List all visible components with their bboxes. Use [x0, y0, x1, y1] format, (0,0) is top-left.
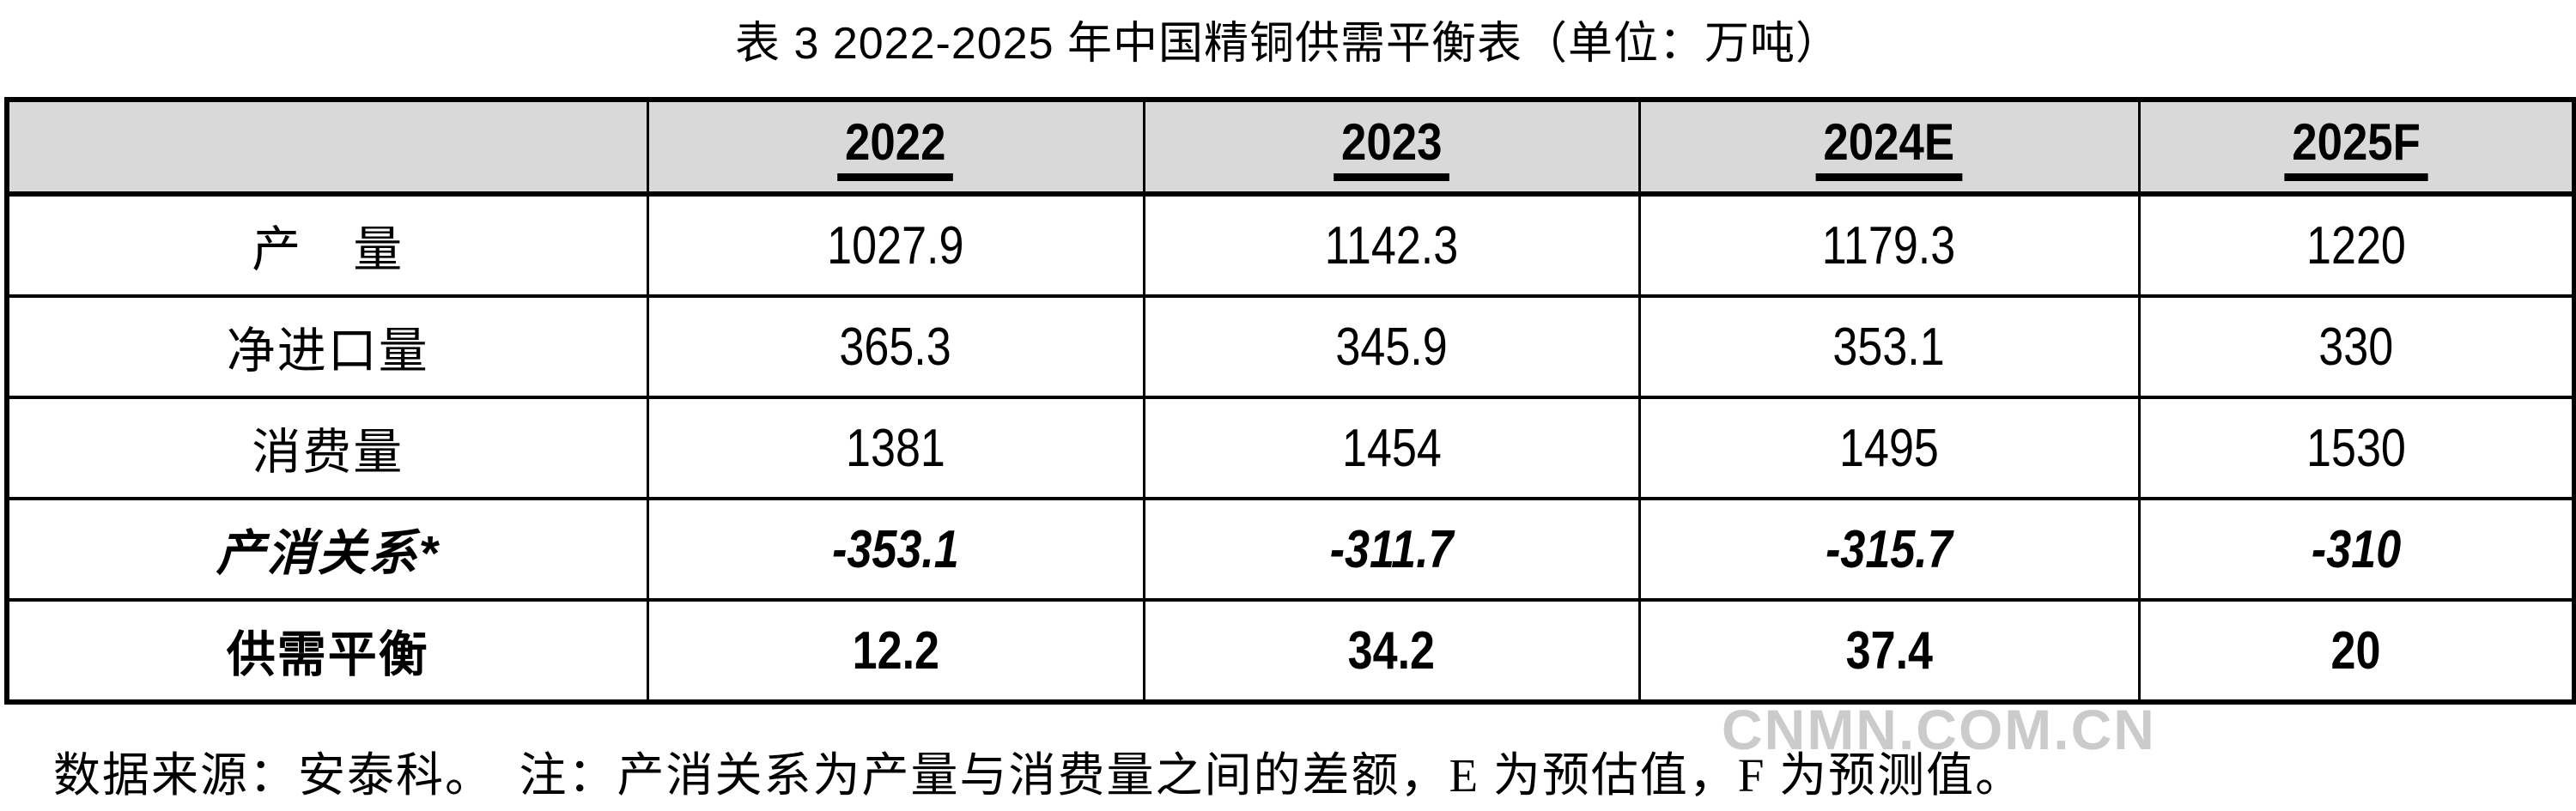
table-row-production-consumption-gap: 产消关系* -353.1 -311.7 -315.7 -310: [5, 497, 2576, 602]
cell-gap-2023: -311.7: [1142, 497, 1641, 602]
table-row-supply-demand-balance: 供需平衡 12.2 34.2 37.4 20: [5, 598, 2576, 704]
table-row-net-imports: 净进口量 365.3 345.9 353.1 330: [5, 294, 2576, 399]
source-note: 数据来源：安泰科。 注：产消关系为产量与消费量之间的差额，E 为预估值，F 为预…: [53, 749, 2025, 802]
cell-balance-2022: 12.2: [646, 598, 1145, 704]
cell-production-2025f: 1220: [2137, 192, 2576, 298]
value: 1530: [2306, 418, 2406, 478]
cell-production-2024e: 1179.3: [1637, 192, 2141, 298]
year-label-2022: 2022: [837, 113, 954, 181]
value: 365.3: [839, 317, 952, 377]
value: 330: [2318, 317, 2394, 377]
value: 12.2: [852, 620, 939, 681]
value: 1495: [1839, 418, 1939, 478]
cell-balance-2025f: 20: [2137, 598, 2576, 704]
cell-gap-2025f: -310: [2137, 497, 2576, 602]
value: 37.4: [1845, 620, 1933, 681]
cell-gap-2024e: -315.7: [1637, 497, 2141, 602]
value: 34.2: [1347, 620, 1436, 681]
value: 353.1: [1832, 317, 1946, 377]
value: 1142.3: [1324, 215, 1459, 275]
value: -315.7: [1826, 519, 1953, 579]
table-title: 表 3 2022-2025 年中国精铜供需平衡表（单位：万吨）: [735, 19, 1841, 69]
watermark: CNMN.COM.CN: [1722, 698, 2156, 761]
header-cell-2022: 2022: [646, 98, 1145, 197]
header-cell-2024e: 2024E: [1637, 98, 2141, 197]
header-empty-cell: [5, 98, 649, 197]
header-cell-2025f: 2025F: [2137, 98, 2576, 197]
value: -311.7: [1329, 519, 1454, 579]
value: 20: [2330, 620, 2381, 681]
value: 1220: [2306, 215, 2406, 275]
cell-production-2023: 1142.3: [1142, 192, 1641, 298]
header-row: 2022 2023 2024E 2025F: [5, 98, 2576, 197]
value: 1454: [1341, 418, 1442, 478]
value: 1027.9: [827, 215, 964, 275]
year-label-2024e: 2024E: [1815, 113, 1963, 181]
cell-consumption-2024e: 1495: [1637, 396, 2141, 500]
year-label-2023: 2023: [1333, 113, 1450, 181]
row-label-production-consumption-gap: 产消关系*: [5, 497, 649, 602]
row-label-net-imports: 净进口量: [5, 294, 649, 399]
cell-net-imports-2024e: 353.1: [1637, 294, 2141, 399]
row-label-consumption: 消费量: [5, 396, 649, 500]
cell-consumption-2025f: 1530: [2137, 396, 2576, 500]
value: -353.1: [832, 519, 959, 579]
value: 345.9: [1335, 317, 1448, 377]
value: 1381: [846, 418, 945, 478]
cell-gap-2022: -353.1: [646, 497, 1145, 602]
cell-net-imports-2023: 345.9: [1142, 294, 1641, 399]
row-label-supply-demand-balance: 供需平衡: [5, 598, 649, 704]
value: -310: [2311, 519, 2401, 579]
table-row-consumption: 消费量 1381 1454 1495 1530: [5, 396, 2576, 500]
cell-net-imports-2025f: 330: [2137, 294, 2576, 399]
cell-consumption-2023: 1454: [1142, 396, 1641, 500]
cell-consumption-2022: 1381: [646, 396, 1145, 500]
row-label-production: 产 量: [5, 192, 649, 298]
value: 1179.3: [1822, 215, 1956, 275]
cell-production-2022: 1027.9: [646, 192, 1145, 298]
year-label-2025f: 2025F: [2284, 113, 2428, 181]
cell-balance-2023: 34.2: [1142, 598, 1641, 704]
supply-demand-balance-table: 2022 2023 2024E 2025F 产 量 1027.9 1142.3 …: [4, 97, 2576, 705]
cell-balance-2024e: 37.4: [1637, 598, 2141, 704]
header-cell-2023: 2023: [1142, 98, 1641, 197]
table-row-production: 产 量 1027.9 1142.3 1179.3 1220: [5, 192, 2576, 298]
cell-net-imports-2022: 365.3: [646, 294, 1145, 399]
